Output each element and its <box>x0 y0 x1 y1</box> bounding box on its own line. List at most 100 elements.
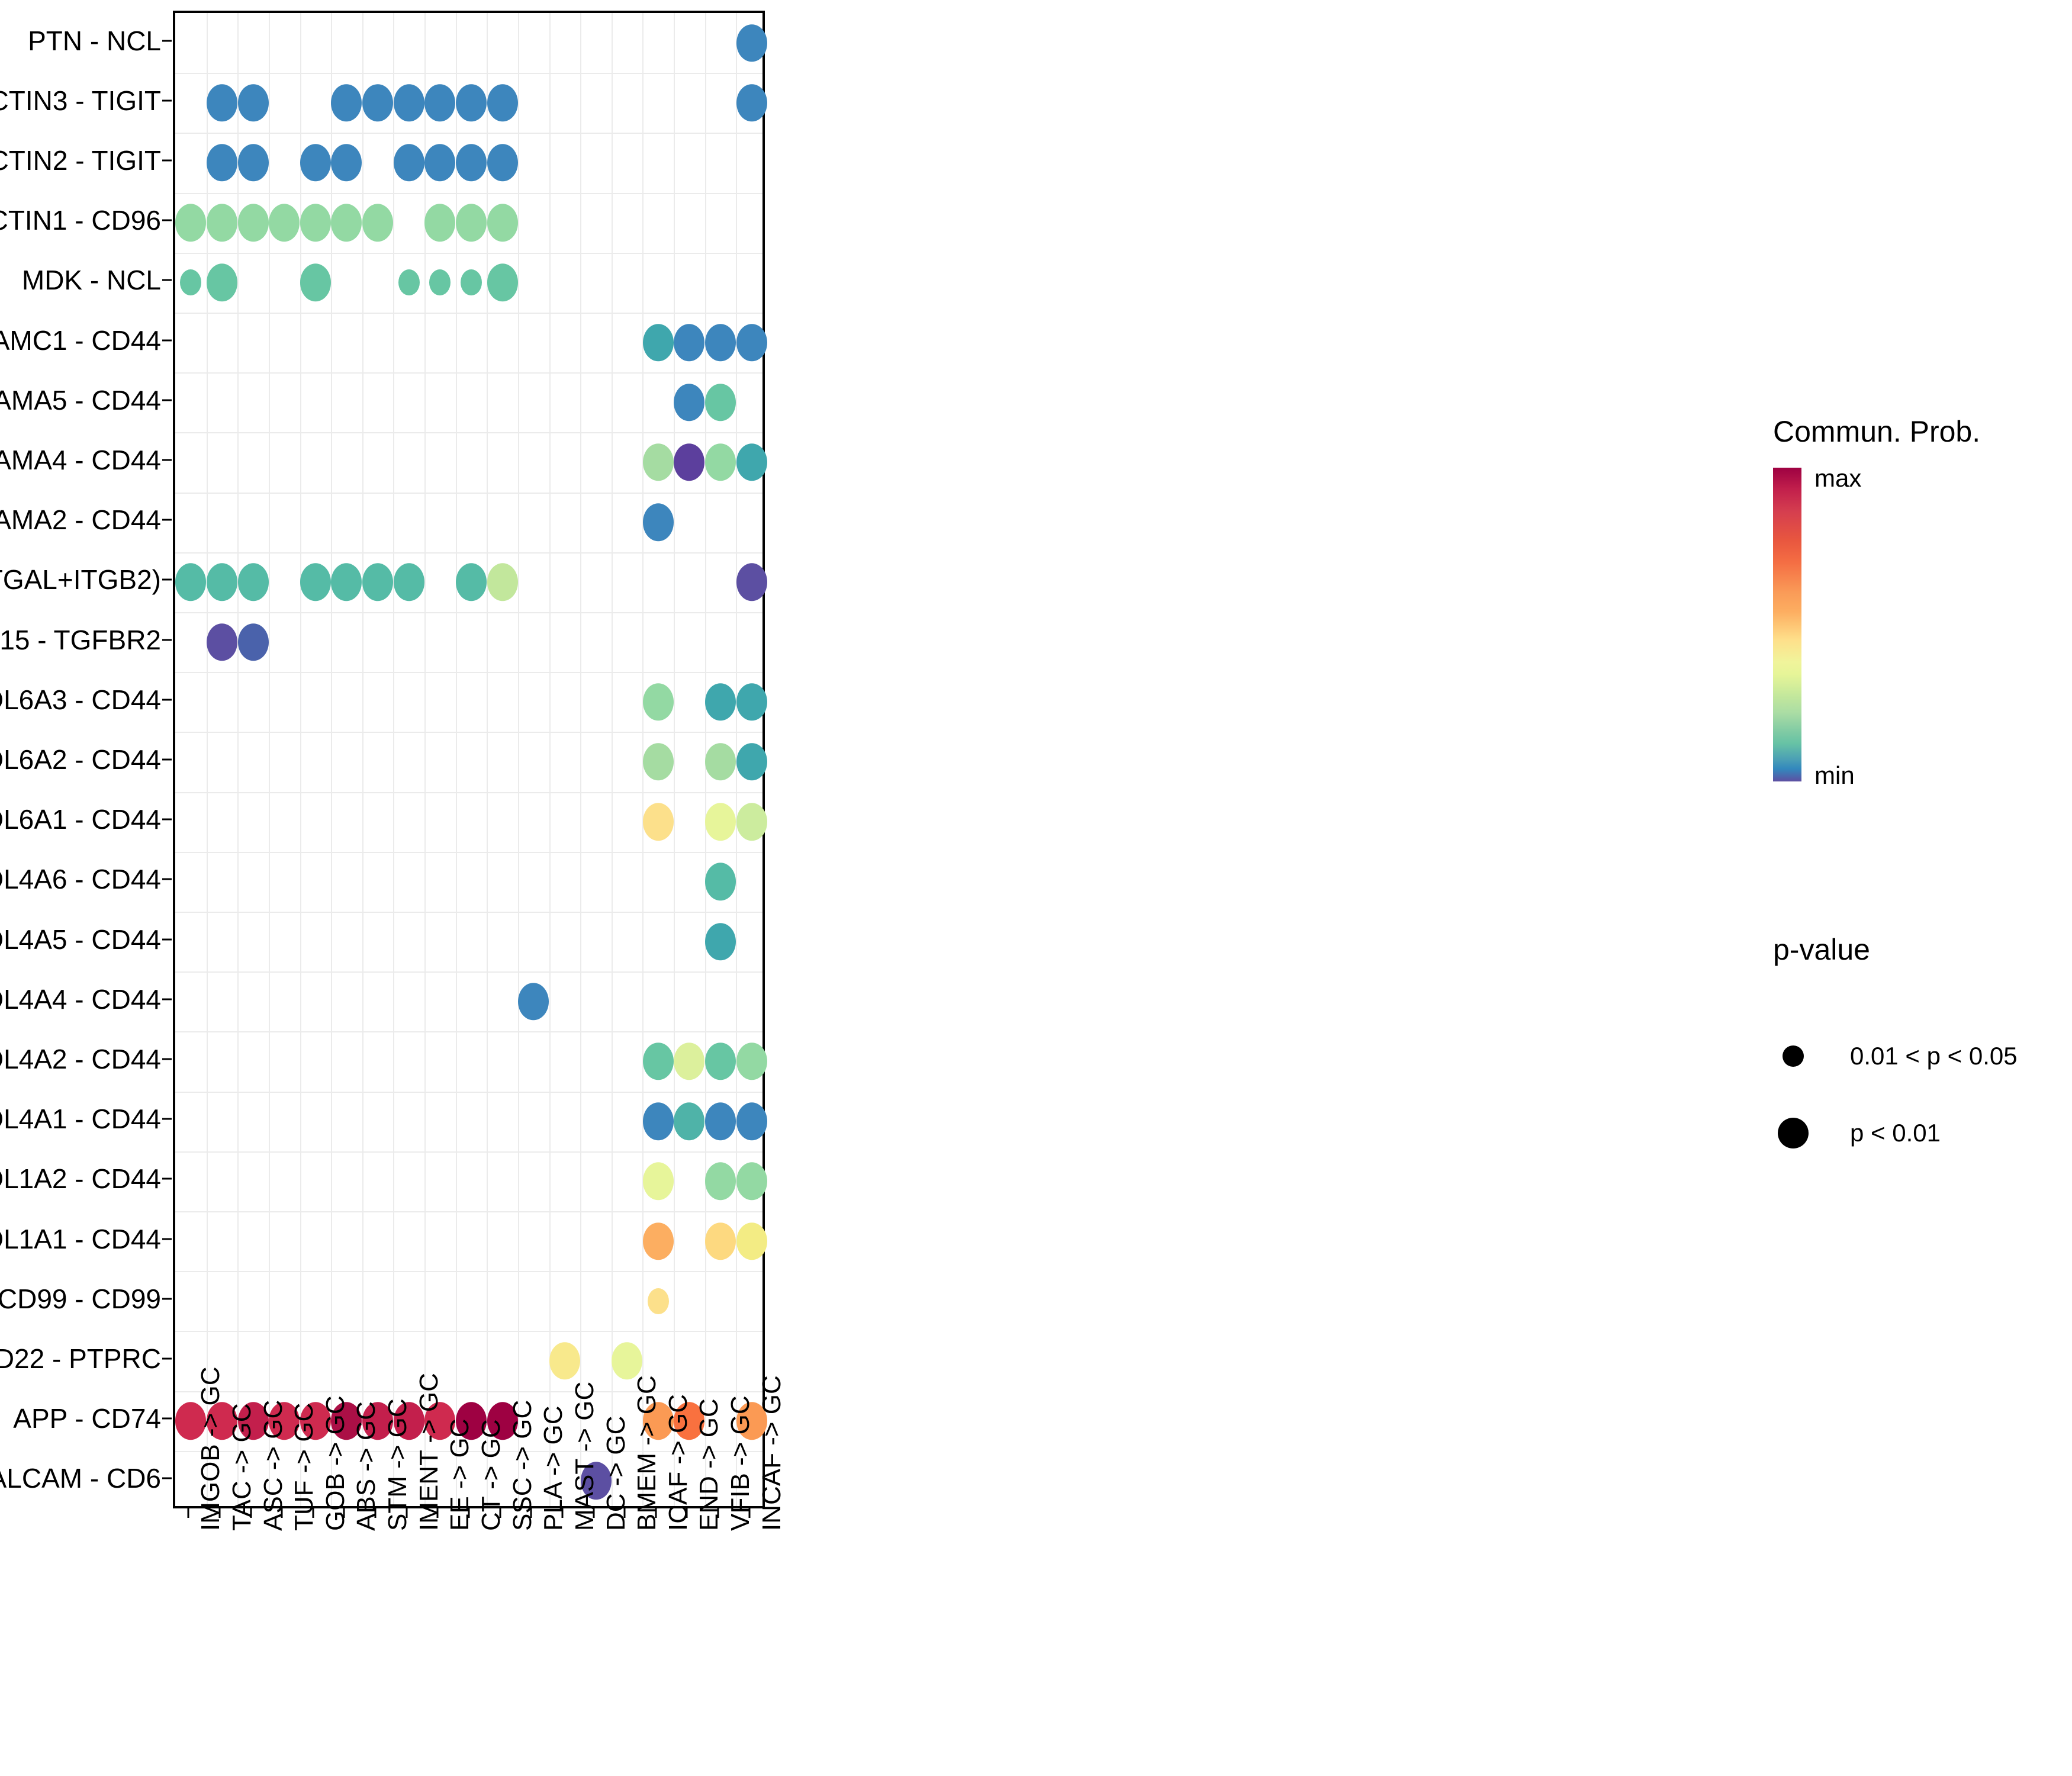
data-point <box>674 323 705 362</box>
data-point <box>736 1222 767 1260</box>
pvalue-large-dot <box>1778 1118 1809 1148</box>
data-point <box>456 563 487 601</box>
pvalue-legend: p-value 0.01 < p < 0.05 p < 0.01 <box>1773 932 2018 1172</box>
data-point <box>300 1402 331 1440</box>
data-point <box>736 1162 767 1201</box>
data-point <box>424 84 456 122</box>
grid-line-horizontal <box>175 1331 762 1333</box>
data-point <box>642 1043 674 1080</box>
pvalue-legend-row-large: p < 0.01 <box>1773 1095 1941 1172</box>
y-axis-tick-label: ALCAM - CD6 <box>0 1463 161 1494</box>
data-point <box>736 683 767 721</box>
data-point <box>705 683 736 721</box>
y-axis-tick-label: COL4A2 - CD44 <box>0 1044 161 1074</box>
y-axis-tick-label: COL6A2 - CD44 <box>0 744 161 775</box>
data-point <box>237 204 269 242</box>
y-axis-tick-mark <box>162 758 172 761</box>
data-point <box>180 269 202 296</box>
data-point <box>642 503 674 541</box>
y-axis-tick-label: COL4A1 - CD44 <box>0 1103 161 1135</box>
grid-line-horizontal <box>175 1151 762 1153</box>
grid-line-horizontal <box>175 612 762 613</box>
data-point <box>642 323 674 362</box>
data-point <box>642 1162 674 1201</box>
data-point <box>705 1043 736 1080</box>
colorbar-max-label: max <box>1814 464 1862 492</box>
data-point <box>300 563 331 601</box>
y-axis-tick-mark <box>162 1298 172 1300</box>
data-point <box>331 204 362 242</box>
y-axis-labels: PTN - NCL NECTIN3 - TIGIT NECTIN2 - TIGIT N… <box>0 11 161 1508</box>
y-axis-tick-label: COL4A5 - CD44 <box>0 924 161 955</box>
grid-line-vertical <box>517 13 519 1506</box>
grid-line-horizontal <box>175 432 762 434</box>
x-axis-tick-mark <box>281 1508 283 1518</box>
y-axis-tick-label: PTN - NCL <box>28 25 161 56</box>
grid-line-horizontal <box>175 1211 762 1212</box>
data-point <box>549 1342 580 1380</box>
data-point <box>331 563 362 601</box>
data-point <box>362 204 394 242</box>
grid-line-vertical <box>331 13 333 1506</box>
data-point <box>424 204 456 242</box>
data-point <box>487 563 518 601</box>
grid-line-horizontal <box>175 792 762 793</box>
grid-line-vertical <box>393 13 395 1506</box>
grid-line-horizontal <box>175 732 762 733</box>
x-axis-tick-mark <box>343 1508 345 1518</box>
data-point <box>736 84 767 122</box>
data-point <box>331 144 362 182</box>
data-point <box>237 84 269 122</box>
grid-line-horizontal <box>175 1271 762 1273</box>
data-point <box>393 563 424 601</box>
pvalue-small-label: 0.01 < p < 0.05 <box>1850 1042 2018 1070</box>
y-axis-tick-label: GDF15 - TGFBR2 <box>0 624 161 655</box>
y-axis-tick-label: COL1A1 - CD44 <box>0 1223 161 1254</box>
data-point <box>362 84 394 122</box>
grid-line-horizontal <box>175 192 762 194</box>
x-axis-tick-label: INCAF -> GC <box>757 1375 786 1531</box>
data-point <box>736 1102 767 1140</box>
data-point <box>300 263 331 302</box>
data-point <box>736 323 767 362</box>
y-axis-tick-mark <box>162 938 172 941</box>
y-axis-tick-mark <box>162 1477 172 1479</box>
x-axis-tick-label: BMEM -> GC <box>632 1375 662 1531</box>
pvalue-small-dot <box>1783 1045 1804 1067</box>
data-point <box>705 922 736 961</box>
grid-line-horizontal <box>175 252 762 254</box>
grid-line-vertical <box>580 13 582 1506</box>
data-point <box>705 1102 736 1140</box>
grid-line-horizontal <box>175 1091 762 1093</box>
y-axis-tick-mark <box>162 1118 172 1120</box>
data-point <box>705 803 736 841</box>
x-axis-tick-mark <box>436 1508 439 1518</box>
y-axis-tick-mark <box>162 878 172 880</box>
data-point <box>705 1222 736 1260</box>
y-axis-tick-label: JAM1 - (ITGAL+ITGB2) <box>0 564 161 596</box>
y-axis-tick-label: COL4A6 - CD44 <box>0 864 161 895</box>
colorbar-title: Commun. Prob. <box>1773 415 1981 448</box>
pvalue-large-label: p < 0.01 <box>1850 1119 1941 1147</box>
y-axis-tick-mark <box>162 1357 172 1360</box>
data-point <box>642 803 674 841</box>
y-axis-tick-label: NECTIN1 - CD96 <box>0 205 161 236</box>
pvalue-legend-row-small: 0.01 < p < 0.05 <box>1773 1018 2018 1095</box>
data-point <box>642 1222 674 1260</box>
data-point <box>674 384 705 422</box>
data-point <box>736 443 767 481</box>
data-point <box>736 1402 767 1440</box>
data-point <box>705 1162 736 1201</box>
y-axis-tick-mark <box>162 40 172 42</box>
data-point <box>642 683 674 721</box>
y-axis-tick-mark <box>162 639 172 641</box>
grid-line-horizontal <box>175 133 762 134</box>
data-point <box>362 1402 394 1440</box>
data-point <box>456 204 487 242</box>
pvalue-title: p-value <box>1773 933 1870 966</box>
data-point <box>674 1402 705 1440</box>
x-axis-tick-mark <box>593 1508 595 1518</box>
data-point <box>393 84 424 122</box>
y-axis-tick-label: CD99 - CD99 <box>0 1283 161 1314</box>
